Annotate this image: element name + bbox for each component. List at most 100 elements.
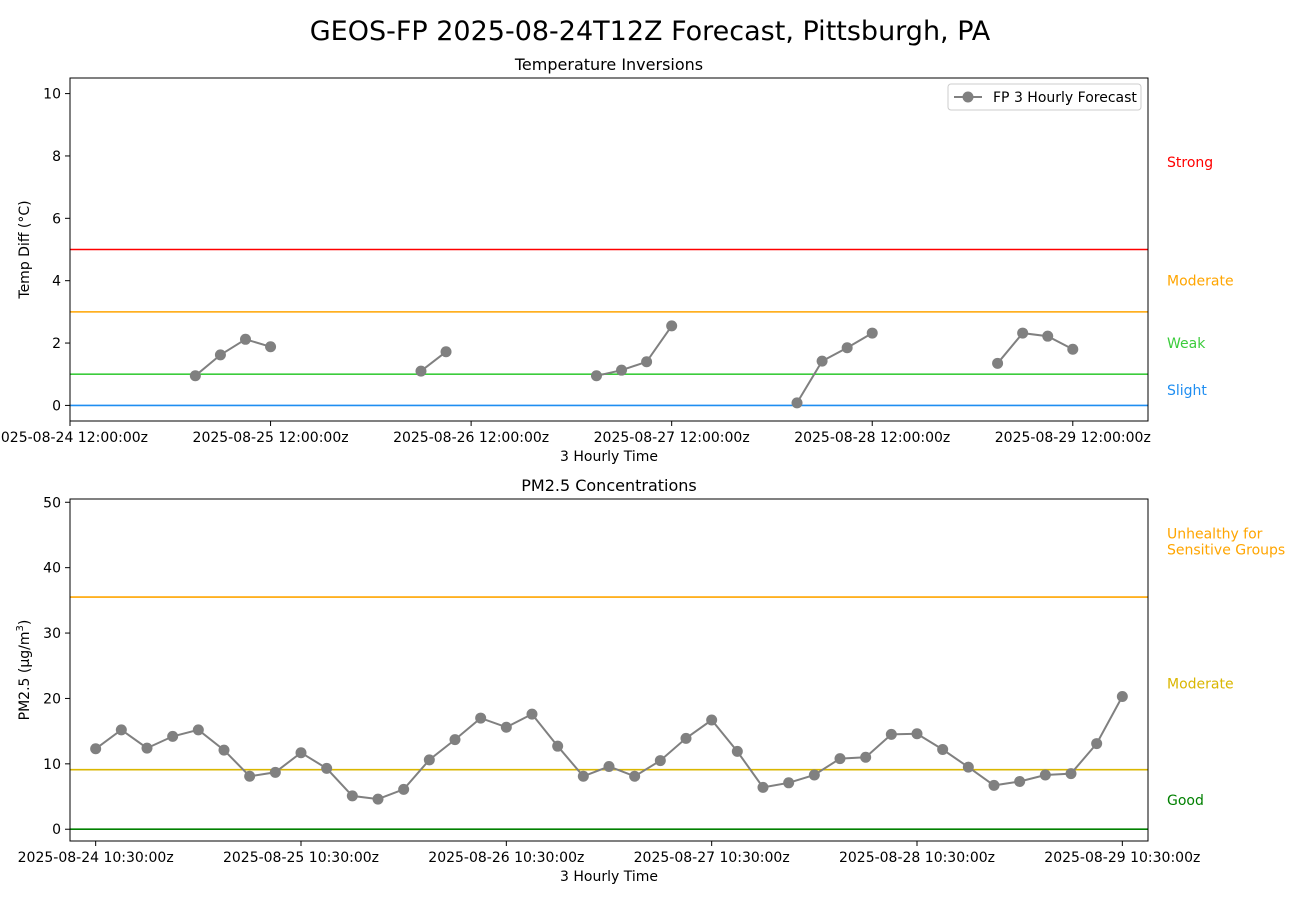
- x-tick-label: 2025-08-28 12:00:00z: [794, 430, 950, 446]
- data-point: [1014, 775, 1026, 787]
- x-axis-label: 3 Hourly Time: [560, 449, 658, 465]
- data-point: [372, 793, 384, 805]
- data-point: [500, 721, 512, 733]
- x-tick-label: 2025-08-29 10:30:00z: [1044, 850, 1200, 866]
- data-point: [265, 341, 277, 353]
- data-point: [1042, 330, 1054, 342]
- data-point: [791, 397, 803, 409]
- data-point: [526, 708, 538, 720]
- threshold-label: Moderate: [1167, 676, 1234, 692]
- data-point: [295, 747, 307, 759]
- data-point: [449, 734, 461, 746]
- data-point: [757, 781, 769, 793]
- data-point: [192, 724, 204, 736]
- data-point: [731, 745, 743, 757]
- temperature-inversions-panel: Slight Weak Moderate Strong 0 2 4 6 8 10 2025-08-2…: [0, 55, 1234, 465]
- data-point: [577, 770, 589, 782]
- threshold-label: Moderate: [1167, 274, 1234, 290]
- data-point: [816, 355, 828, 367]
- data-point: [218, 744, 230, 756]
- plot-frame: [69, 498, 1149, 842]
- data-point: [808, 769, 820, 781]
- legend-marker-swatch: [962, 91, 974, 103]
- data-point: [321, 762, 333, 774]
- legend: FP 3 Hourly Forecast: [947, 83, 1142, 111]
- data-point: [1116, 690, 1128, 702]
- threshold-label: Unhealthy for Sensitive Groups: [1167, 527, 1285, 559]
- data-point: [866, 327, 878, 339]
- data-point: [654, 755, 666, 767]
- data-point: [115, 724, 127, 736]
- panel-title: PM2.5 Concentrations: [521, 476, 697, 495]
- data-point: [1091, 738, 1103, 750]
- data-point: [841, 342, 853, 354]
- data-point: [552, 740, 564, 752]
- data-point: [189, 370, 201, 382]
- data-point: [1017, 327, 1029, 339]
- y-tick-label: 0: [52, 398, 61, 414]
- panel-title: Temperature Inversions: [514, 55, 703, 74]
- data-point: [141, 742, 153, 754]
- y-tick-label: 6: [52, 211, 61, 227]
- data-point: [641, 356, 653, 368]
- data-point: [214, 349, 226, 361]
- data-point: [629, 770, 641, 782]
- data-point: [988, 779, 1000, 791]
- y-tick-label: 4: [52, 274, 61, 290]
- data-point: [603, 760, 615, 772]
- data-point: [666, 320, 678, 332]
- x-tick-label: 2025-08-27 10:30:00z: [634, 850, 790, 866]
- data-point: [616, 364, 628, 376]
- series-line: [194, 338, 271, 377]
- data-point: [911, 728, 923, 740]
- x-tick-label: 2025-08-25 10:30:00z: [223, 850, 379, 866]
- data-point: [992, 357, 1004, 369]
- y-axis-label: PM2.5 (µg/m3): [15, 620, 33, 721]
- plot-frame: [69, 77, 1149, 422]
- series-line: [596, 325, 673, 377]
- data-point: [937, 743, 949, 755]
- y-tick-label: 10: [43, 757, 61, 773]
- pm25-concentrations-panel: Good Moderate Unhealthy for Sensitive Group…: [15, 476, 1285, 885]
- data-point: [440, 346, 452, 358]
- data-point: [1065, 768, 1077, 780]
- x-tick-label: 2025-08-25 12:00:00z: [193, 430, 349, 446]
- data-point: [706, 714, 718, 726]
- x-tick-label: 2025-08-24 10:30:00z: [18, 850, 174, 866]
- data-point: [962, 761, 974, 773]
- data-point: [167, 730, 179, 742]
- series-line: [996, 332, 1074, 364]
- legend-box: [947, 83, 1142, 111]
- y-tick-label: 0: [52, 822, 61, 838]
- x-tick-label: 2025-08-28 10:30:00z: [839, 850, 995, 866]
- series-line: [95, 696, 1124, 801]
- data-point: [244, 770, 256, 782]
- x-tick-label: 2025-08-26 10:30:00z: [428, 850, 584, 866]
- x-tick-label: 2025-08-29 12:00:00z: [995, 430, 1151, 446]
- data-point: [239, 333, 251, 345]
- data-point: [783, 777, 795, 789]
- data-point: [475, 712, 487, 724]
- data-point: [834, 753, 846, 765]
- x-tick-label: 2025-08-27 12:00:00z: [594, 430, 750, 446]
- y-tick-label: 50: [43, 495, 61, 511]
- data-point: [423, 754, 435, 766]
- data-point: [680, 732, 692, 744]
- data-point: [1067, 343, 1079, 355]
- threshold-label: Strong: [1167, 155, 1213, 171]
- legend-label: FP 3 Hourly Forecast: [993, 90, 1137, 106]
- y-tick-label: 20: [43, 691, 61, 707]
- figure-title: GEOS-FP 2025-08-24T12Z Forecast, Pittsbu…: [310, 16, 991, 47]
- data-point: [885, 728, 897, 740]
- y-tick-label: 10: [43, 87, 61, 103]
- data-point: [346, 790, 358, 802]
- data-point: [398, 783, 410, 795]
- data-point: [90, 743, 102, 755]
- y-tick-label: 40: [43, 561, 61, 577]
- threshold-label: Slight: [1167, 383, 1207, 399]
- data-point: [269, 766, 281, 778]
- y-tick-label: 2: [52, 336, 61, 352]
- data-point: [590, 370, 602, 382]
- y-tick-label: 8: [52, 149, 61, 165]
